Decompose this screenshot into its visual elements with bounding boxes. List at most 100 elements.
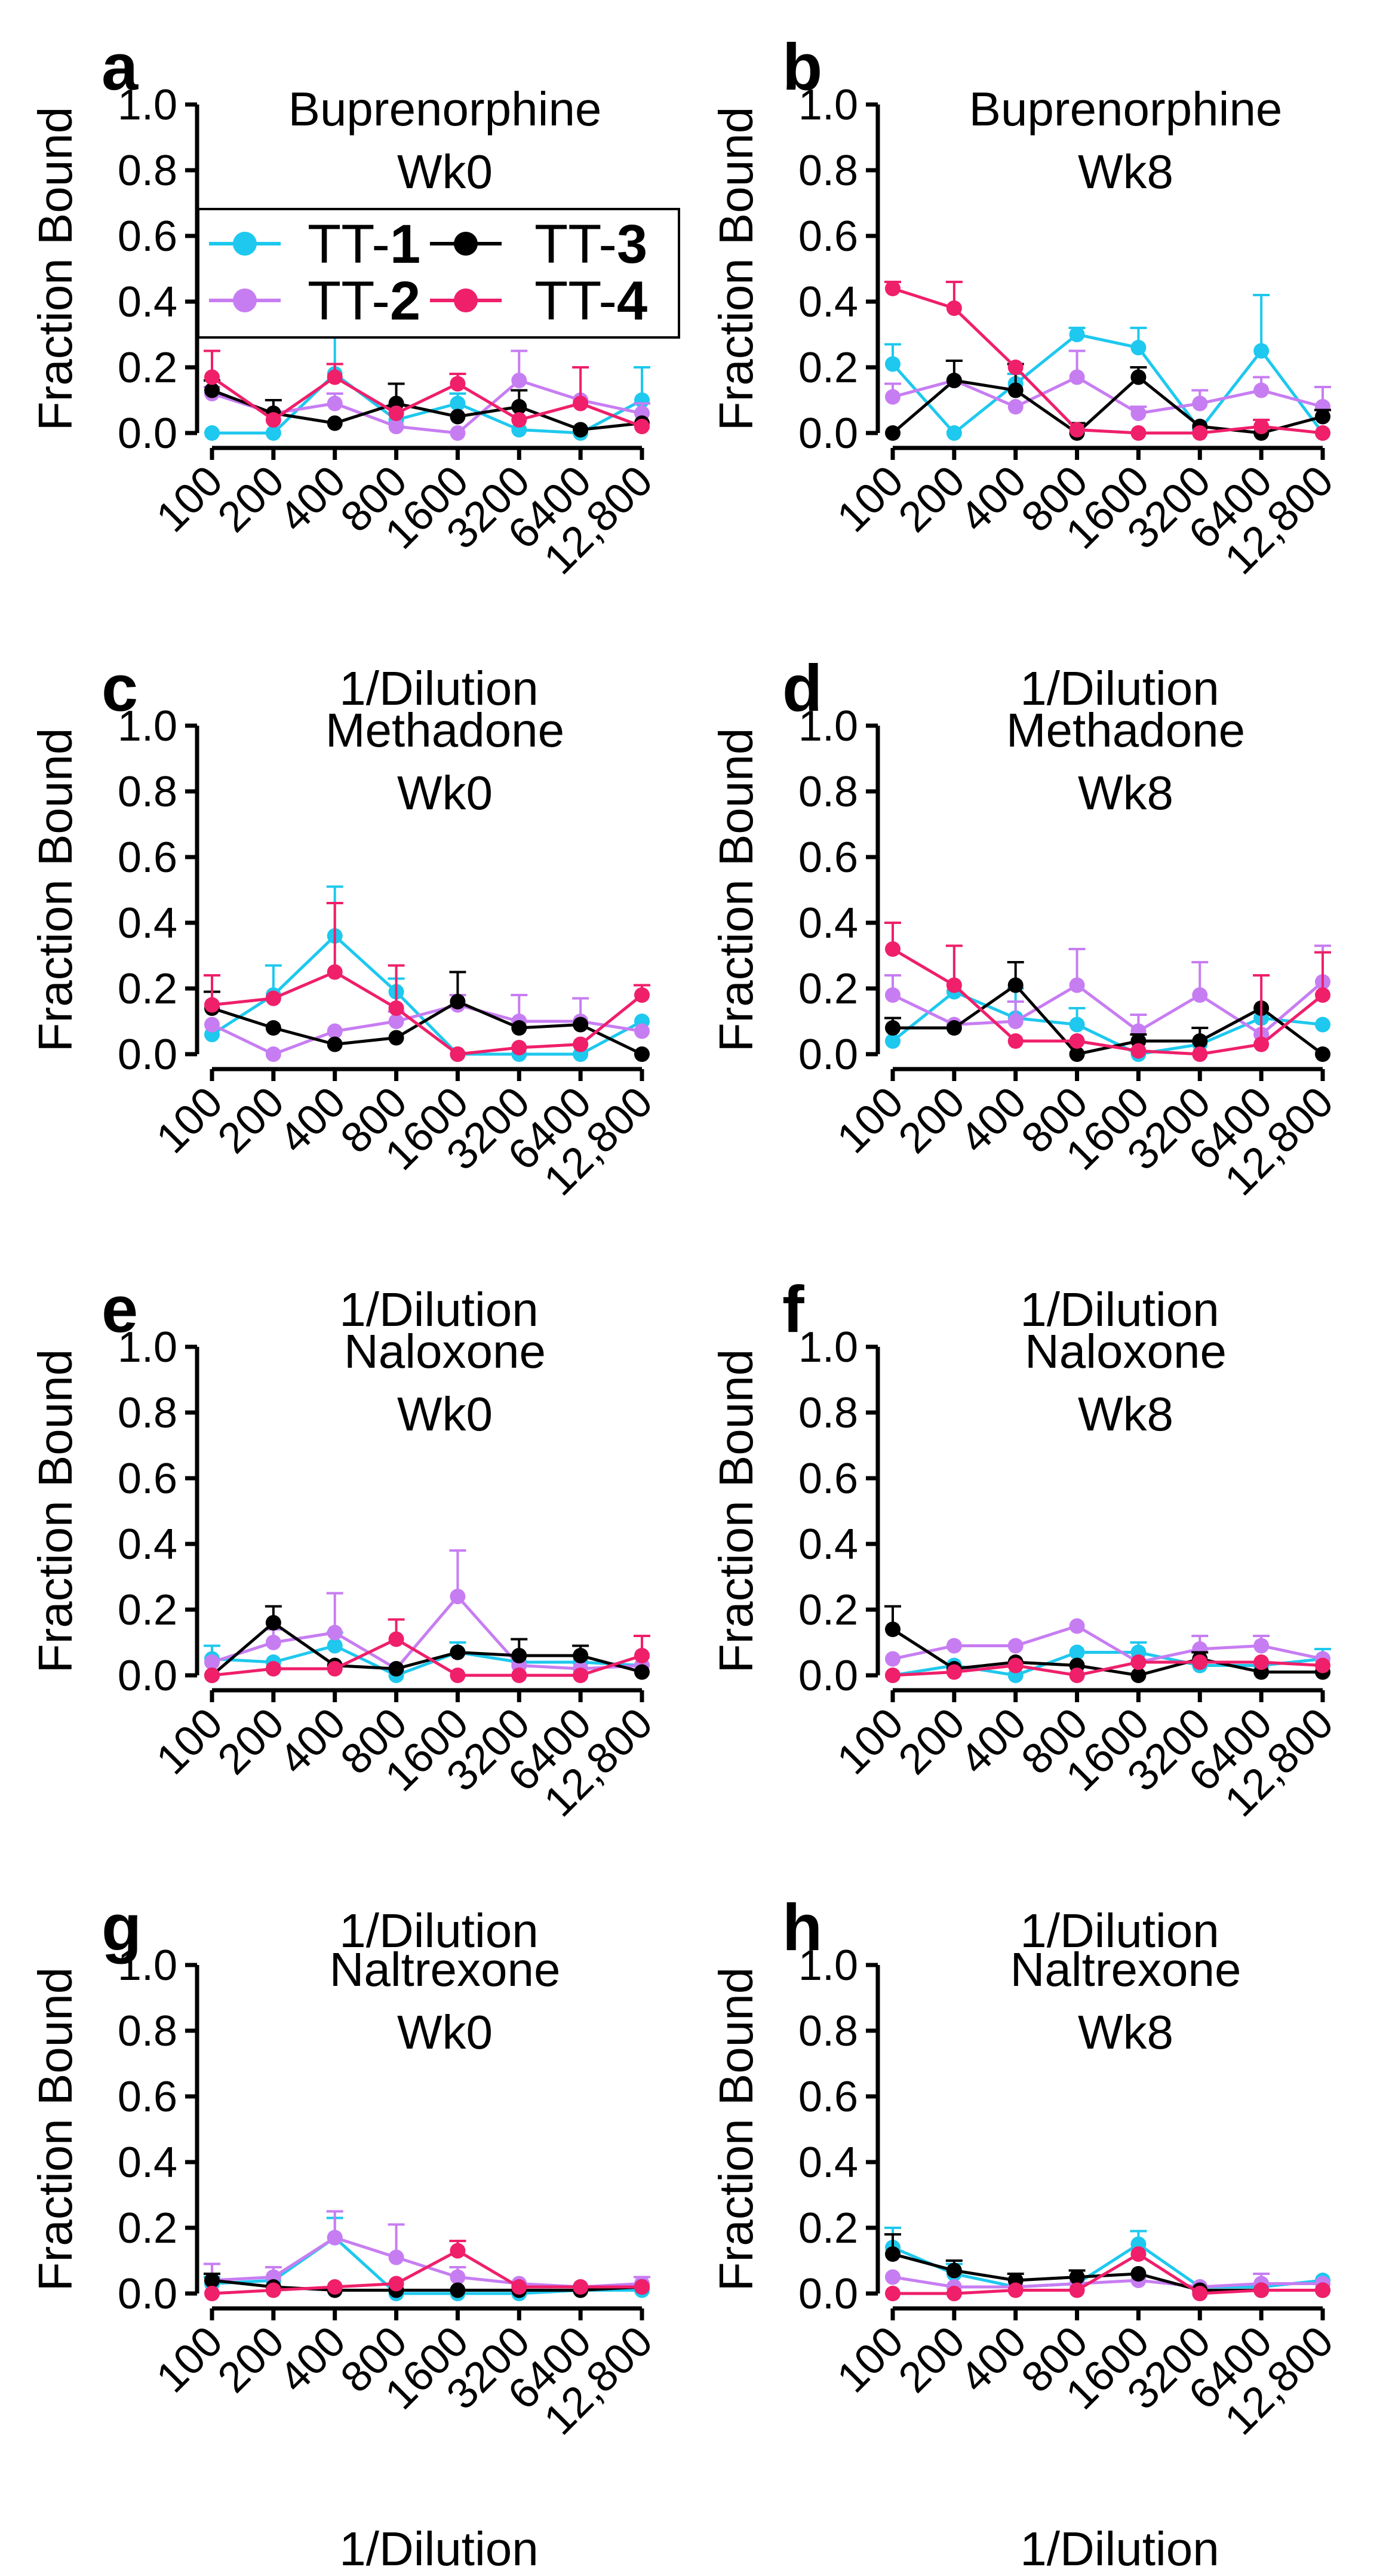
panel-letter: c (102, 652, 138, 725)
y-tick-label: 0.4 (118, 899, 177, 947)
data-point (573, 2279, 589, 2295)
panel-d: dMethadoneWk80.00.20.40.60.81.0100200400… (709, 652, 1342, 1336)
data-point (204, 2286, 220, 2301)
series-TT-4 (204, 2240, 650, 2301)
chart-title-line: Methadone (325, 704, 564, 757)
series-line (211, 389, 643, 432)
data-point (946, 2286, 962, 2301)
legend-label-number: 1 (390, 214, 420, 275)
data-point (1315, 1017, 1330, 1033)
series-line (892, 333, 1324, 435)
y-tick-label: 0.6 (118, 213, 177, 260)
data-point (885, 2269, 901, 2285)
data-point (1315, 987, 1330, 1003)
legend-label-number: 4 (617, 271, 647, 331)
chart-title-line: Naltrexone (1010, 1943, 1241, 1996)
y-tick-label: 1.0 (798, 1324, 858, 1371)
data-point (511, 412, 527, 428)
data-point (946, 1638, 962, 1654)
data-point (1253, 419, 1270, 434)
series-line (211, 2249, 642, 2295)
y-tick-label: 0.6 (118, 834, 177, 882)
chart-title-line: Wk8 (1078, 1387, 1173, 1441)
data-point (1253, 382, 1270, 398)
data-point (885, 1622, 901, 1637)
data-point (1192, 395, 1208, 412)
data-point (1130, 369, 1147, 385)
data-point (450, 2269, 466, 2285)
data-point (1130, 2266, 1147, 2282)
data-point (1315, 2282, 1330, 2298)
data-point (634, 419, 650, 434)
data-point (1069, 2269, 1085, 2285)
data-point (327, 1036, 343, 1052)
series-line (212, 371, 643, 435)
data-point (573, 422, 589, 438)
series-TT-4 (204, 349, 650, 434)
data-point (1069, 1017, 1085, 1033)
y-tick-label: 0.0 (798, 2270, 858, 2318)
y-tick-label: 0.2 (798, 965, 858, 1013)
data-point (1130, 425, 1147, 441)
data-point (1315, 1657, 1330, 1674)
data-point (1130, 406, 1147, 421)
y-tick-label: 0.2 (118, 1586, 177, 1634)
legend-marker (233, 288, 257, 312)
y-tick-label: 0.8 (118, 2007, 177, 2055)
y-tick-label: 0.8 (118, 768, 177, 816)
data-point (327, 395, 343, 412)
panel-a: aBuprenorphineWk00.00.20.40.60.81.010020… (29, 30, 680, 715)
y-axis-label: Fraction Bound (709, 107, 763, 431)
data-point (1253, 2282, 1270, 2298)
y-axis-label: Fraction Bound (709, 728, 763, 1052)
data-point (388, 1014, 404, 1029)
series-line (211, 1594, 643, 1671)
data-point (265, 1046, 281, 1062)
chart-title-line: Naloxone (1025, 1325, 1227, 1378)
data-point (634, 1664, 650, 1680)
data-point (946, 1020, 962, 1036)
series-line (892, 1660, 1323, 1677)
data-point (511, 399, 527, 415)
data-point (573, 1017, 589, 1033)
series-TT-4 (885, 1654, 1330, 1683)
data-point (1315, 425, 1330, 441)
data-point (1253, 1036, 1270, 1052)
data-point (1069, 2282, 1085, 2298)
panel-b: bBuprenorphineWk80.00.20.40.60.81.010020… (709, 30, 1342, 715)
data-point (885, 1668, 901, 1683)
data-point (388, 2249, 404, 2265)
data-point (450, 994, 466, 1009)
series-line (892, 375, 1323, 415)
data-point (327, 2279, 343, 2295)
data-point (885, 1020, 901, 1036)
y-axis-label: Fraction Bound (709, 1349, 763, 1674)
series-TT-3 (204, 1605, 650, 1683)
data-point (946, 300, 962, 316)
data-point (265, 425, 281, 441)
legend-box (197, 208, 680, 339)
y-tick-label: 0.2 (798, 1586, 858, 1634)
data-point (388, 2276, 404, 2292)
data-point (1007, 399, 1024, 415)
y-tick-label: 0.0 (118, 410, 177, 458)
y-tick-label: 0.0 (118, 1031, 177, 1079)
series-line (211, 1003, 643, 1056)
data-point (450, 1644, 466, 1660)
x-axis-label: 1/Dilution (339, 1904, 539, 1957)
data-point (327, 415, 343, 431)
data-point (450, 2282, 466, 2298)
y-tick-label: 0.4 (798, 2139, 858, 2187)
y-axis-label: Fraction Bound (29, 1349, 82, 1674)
data-point (1069, 977, 1085, 993)
data-point (450, 395, 466, 412)
y-axis-label: Fraction Bound (29, 728, 82, 1052)
data-point (946, 373, 962, 388)
data-point (1007, 2282, 1024, 2298)
y-tick-label: 0.4 (798, 899, 858, 947)
legend-marker (454, 288, 478, 312)
chart-title-line: Naloxone (344, 1325, 546, 1378)
y-axis-label: Fraction Bound (709, 1967, 763, 2292)
data-point (388, 1661, 404, 1677)
data-point (1069, 422, 1085, 438)
